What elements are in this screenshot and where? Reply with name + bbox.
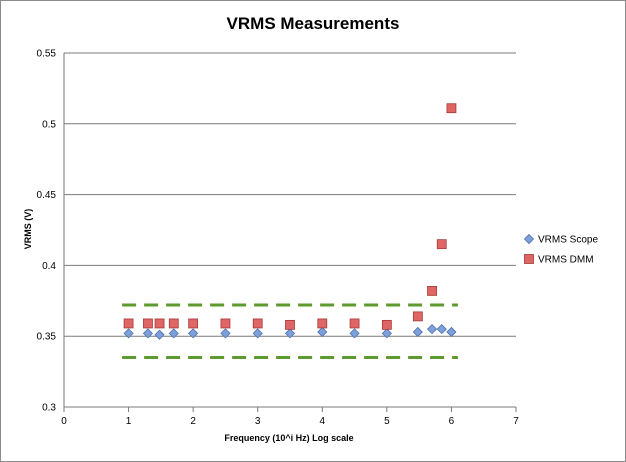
- chart-title: VRMS Measurements: [227, 14, 400, 33]
- legend-marker-scope: [523, 233, 535, 245]
- dmm-point: [285, 319, 295, 330]
- legend-label: VRMS Scope: [538, 235, 598, 246]
- scope-point: [142, 328, 154, 339]
- dmm-point: [381, 319, 392, 330]
- x-tick-label: 0: [61, 416, 67, 427]
- scope-point: [446, 326, 457, 338]
- dmm-point: [143, 318, 153, 329]
- y-tick-labels: 0.3 0.35 0.4 0.45 0.5 0.55: [37, 49, 57, 414]
- axes: [63, 53, 517, 412]
- reference-lines: [122, 303, 458, 359]
- dmm-point: [154, 318, 165, 329]
- dmm-point: [427, 285, 437, 296]
- legend-marker-dmm: [524, 254, 534, 264]
- scope-point: [123, 328, 134, 339]
- scope-point: [317, 326, 328, 338]
- x-tick-label: 4: [320, 416, 326, 427]
- scope-point: [252, 328, 263, 339]
- x-tick-labels: 0 1 2 3 4 5 6 7: [61, 416, 519, 427]
- y-tick-label: 0.35: [37, 332, 57, 343]
- y-tick-label: 0.5: [42, 119, 56, 130]
- scope-point: [349, 328, 360, 339]
- scope-point: [284, 328, 296, 339]
- x-tick-label: 7: [513, 416, 519, 427]
- dmm-point: [252, 318, 263, 329]
- x-axis-label: Frequency (10^i Hz) Log scale: [224, 433, 353, 443]
- scope-point: [426, 324, 438, 335]
- y-tick-label: 0.45: [37, 190, 57, 201]
- data-points: [123, 103, 457, 340]
- scope-point: [381, 328, 392, 339]
- dmm-point: [317, 318, 328, 329]
- legend: VRMS Scope VRMS DMM: [523, 233, 598, 266]
- y-tick-label: 0.4: [42, 261, 56, 272]
- scope-point: [154, 329, 165, 340]
- x-tick-label: 2: [190, 416, 196, 427]
- dmm-point: [168, 318, 179, 329]
- y-tick-label: 0.55: [37, 49, 57, 60]
- scope-point: [412, 326, 423, 338]
- dmm-point: [123, 318, 134, 329]
- legend-label: VRMS DMM: [538, 255, 594, 266]
- dmm-point: [436, 239, 447, 250]
- x-tick-label: 6: [449, 416, 455, 427]
- x-tick-label: 1: [126, 416, 132, 427]
- scope-point: [220, 328, 231, 339]
- dmm-point: [220, 318, 231, 329]
- dmm-point: [188, 318, 199, 329]
- gridlines: [64, 52, 516, 337]
- dmm-point: [412, 311, 423, 322]
- y-axis-label: VRMS (V): [23, 209, 33, 250]
- y-tick-label: 0.3: [42, 403, 56, 414]
- scope-point: [436, 324, 447, 335]
- scope-point: [168, 328, 179, 339]
- scope-point: [188, 328, 199, 339]
- x-tick-label: 5: [384, 416, 390, 427]
- x-tick-label: 3: [255, 416, 261, 427]
- dmm-point: [349, 318, 360, 329]
- dmm-point: [446, 103, 457, 114]
